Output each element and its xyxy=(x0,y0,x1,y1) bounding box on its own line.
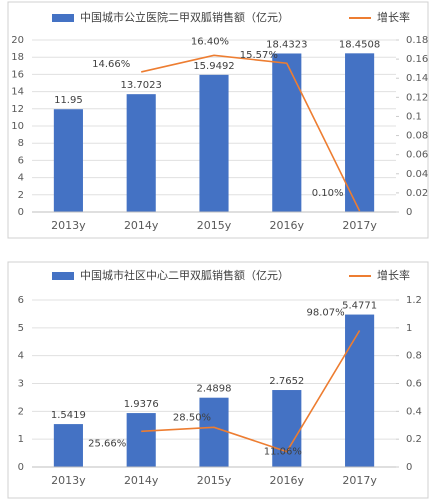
x-tick-label: 2017y xyxy=(342,219,377,232)
y-tick-label: 18 xyxy=(11,52,24,63)
y2-tick-label: 0.12 xyxy=(406,92,428,103)
y-tick-label: 16 xyxy=(11,69,24,80)
y-tick-label: 10 xyxy=(11,121,24,132)
legend-swatch xyxy=(52,14,74,22)
line-value-label: 98.07% xyxy=(307,308,345,319)
bar xyxy=(272,53,302,212)
y2-tick-label: 0 xyxy=(406,207,412,218)
x-tick-label: 2014y xyxy=(124,219,159,232)
bar xyxy=(272,390,302,467)
legend-label: 中国城市社区中心二甲双胍销售额（亿元） xyxy=(80,268,289,282)
y-tick-label: 0 xyxy=(18,207,24,218)
bar xyxy=(345,314,375,467)
y2-tick-label: 0.04 xyxy=(406,169,428,180)
bar-value-label: 11.95 xyxy=(54,95,83,106)
y-tick-label: 6 xyxy=(18,295,24,306)
y2-tick-label: 0.02 xyxy=(406,188,428,199)
y2-tick-label: 0.6 xyxy=(406,379,422,390)
y-tick-label: 2 xyxy=(18,190,24,201)
bar-value-label: 5.4771 xyxy=(342,301,377,312)
bar-value-label: 2.7652 xyxy=(269,376,304,387)
bar-value-label: 15.9492 xyxy=(193,61,234,72)
bar-value-label: 18.4323 xyxy=(266,39,307,50)
y2-tick-label: 0.1 xyxy=(406,111,422,122)
line-value-label: 16.40% xyxy=(191,36,229,47)
bar xyxy=(53,109,83,212)
y2-tick-label: 0.06 xyxy=(406,150,428,161)
bar-value-label: 2.4898 xyxy=(197,384,232,395)
bar xyxy=(199,397,229,467)
y-tick-label: 2 xyxy=(18,406,24,417)
bar xyxy=(345,53,375,212)
line-value-label: 25.66% xyxy=(88,438,126,449)
y-tick-label: 6 xyxy=(18,155,24,166)
legend-label: 增长率 xyxy=(377,268,410,282)
y-tick-label: 5 xyxy=(18,323,24,334)
y-tick-label: 1 xyxy=(18,434,24,445)
y-tick-label: 12 xyxy=(11,104,24,115)
y2-tick-label: 0.4 xyxy=(406,406,422,417)
growth-line xyxy=(141,54,361,212)
x-tick-label: 2017y xyxy=(342,474,377,487)
y-tick-label: 0 xyxy=(18,462,24,473)
x-tick-label: 2015y xyxy=(197,219,232,232)
y2-tick-label: 0.18 xyxy=(406,35,428,46)
line-value-label: 15.57% xyxy=(240,50,278,61)
line-value-label: 0.10% xyxy=(312,188,344,199)
x-tick-label: 2016y xyxy=(270,219,305,232)
bar-value-label: 18.4508 xyxy=(339,39,380,50)
legend-label: 增长率 xyxy=(377,10,410,24)
bar-value-label: 13.7023 xyxy=(121,80,162,91)
y2-tick-label: 1.2 xyxy=(406,295,422,306)
x-tick-label: 2013y xyxy=(51,219,86,232)
y-tick-label: 14 xyxy=(11,87,24,98)
y2-tick-label: 0.8 xyxy=(406,351,422,362)
x-tick-label: 2013y xyxy=(51,474,86,487)
y2-tick-label: 1 xyxy=(406,323,412,334)
y-tick-label: 8 xyxy=(18,138,24,149)
y2-tick-label: 0.08 xyxy=(406,131,428,142)
x-tick-label: 2015y xyxy=(197,474,232,487)
growth-line xyxy=(141,330,361,453)
legend-swatch xyxy=(52,272,74,280)
legend-label: 中国城市公立医院二甲双胍销售额（亿元） xyxy=(80,10,289,24)
y-tick-label: 4 xyxy=(18,351,24,362)
x-tick-label: 2016y xyxy=(270,474,305,487)
y2-tick-label: 0.16 xyxy=(406,54,428,65)
y2-tick-label: 0.14 xyxy=(406,73,428,84)
bar xyxy=(53,424,83,467)
line-value-label: 14.66% xyxy=(92,59,130,70)
y2-tick-label: 0 xyxy=(406,462,412,473)
bar xyxy=(199,74,229,212)
y-tick-label: 3 xyxy=(18,379,24,390)
y-tick-label: 4 xyxy=(18,173,24,184)
bar xyxy=(126,94,156,212)
x-tick-label: 2014y xyxy=(124,474,159,487)
bar-value-label: 1.5419 xyxy=(51,410,86,421)
bar xyxy=(126,413,156,467)
y2-tick-label: 0.2 xyxy=(406,434,422,445)
y-tick-label: 20 xyxy=(11,35,24,46)
line-value-label: 28.50% xyxy=(173,412,211,423)
line-value-label: 11.06% xyxy=(264,447,302,458)
bar-value-label: 1.9376 xyxy=(124,399,159,410)
